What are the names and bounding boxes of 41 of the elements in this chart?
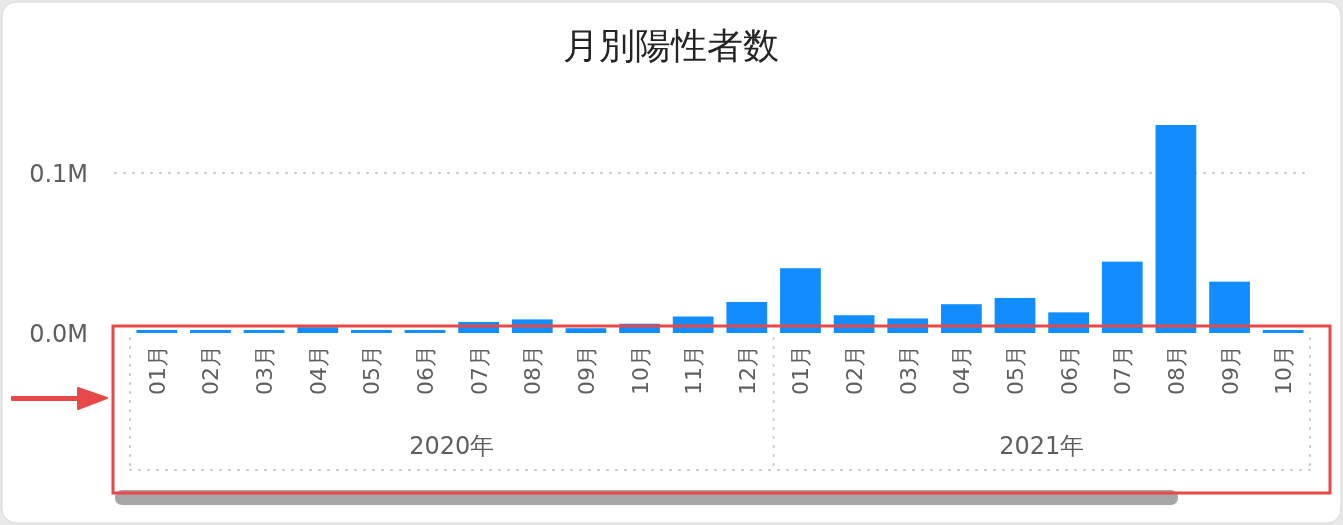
bar: [1155, 125, 1197, 333]
x-tick-label: 12月: [734, 345, 760, 395]
x-tick-label: 03月: [895, 345, 921, 395]
text: 2020年: [409, 432, 495, 460]
bar: [404, 329, 446, 333]
y-tick-label: 0.1M: [29, 160, 88, 188]
bar: [136, 329, 178, 333]
x-tick-label: 06月: [1056, 345, 1082, 395]
bar: [565, 328, 607, 333]
bar: [1209, 281, 1250, 333]
bar: [1262, 329, 1304, 333]
x-tick-label: 03月: [252, 345, 278, 395]
x-tick-label: 04月: [949, 345, 975, 395]
x-tick-label: 08月: [1163, 345, 1189, 395]
x-tick-label: 10月: [627, 345, 653, 395]
x-tick-label: 02月: [198, 345, 224, 395]
chart-title: 月別陽性者数: [563, 25, 779, 66]
bar: [726, 301, 768, 333]
x-tick-label: 08月: [520, 345, 546, 395]
bar: [350, 329, 392, 333]
x-tick-label: 04月: [305, 345, 331, 395]
x-tick-label: 06月: [413, 345, 438, 395]
bar: [940, 304, 982, 333]
bar: [190, 329, 231, 333]
text: 2021年: [999, 432, 1085, 460]
x-tick-label: 07月: [1110, 345, 1136, 395]
bar: [243, 329, 285, 333]
x-tick-label: 11月: [681, 345, 707, 395]
x-tick-label: 07月: [466, 345, 492, 395]
x-tick-label: 05月: [1003, 345, 1028, 395]
x-tick-label: 02月: [842, 345, 868, 395]
x-tick-label: 01月: [144, 345, 170, 395]
bar: [1101, 261, 1143, 333]
x-tick-label: 05月: [359, 345, 385, 395]
x-tick-label: 09月: [1217, 345, 1243, 395]
x-tick-label: 10月: [1271, 345, 1297, 395]
bar: [994, 297, 1036, 333]
bar: [780, 268, 821, 333]
y-tick-label: 0.0M: [29, 320, 88, 348]
x-tick-label: 01月: [788, 345, 814, 395]
x-tick-label: 09月: [573, 345, 599, 395]
